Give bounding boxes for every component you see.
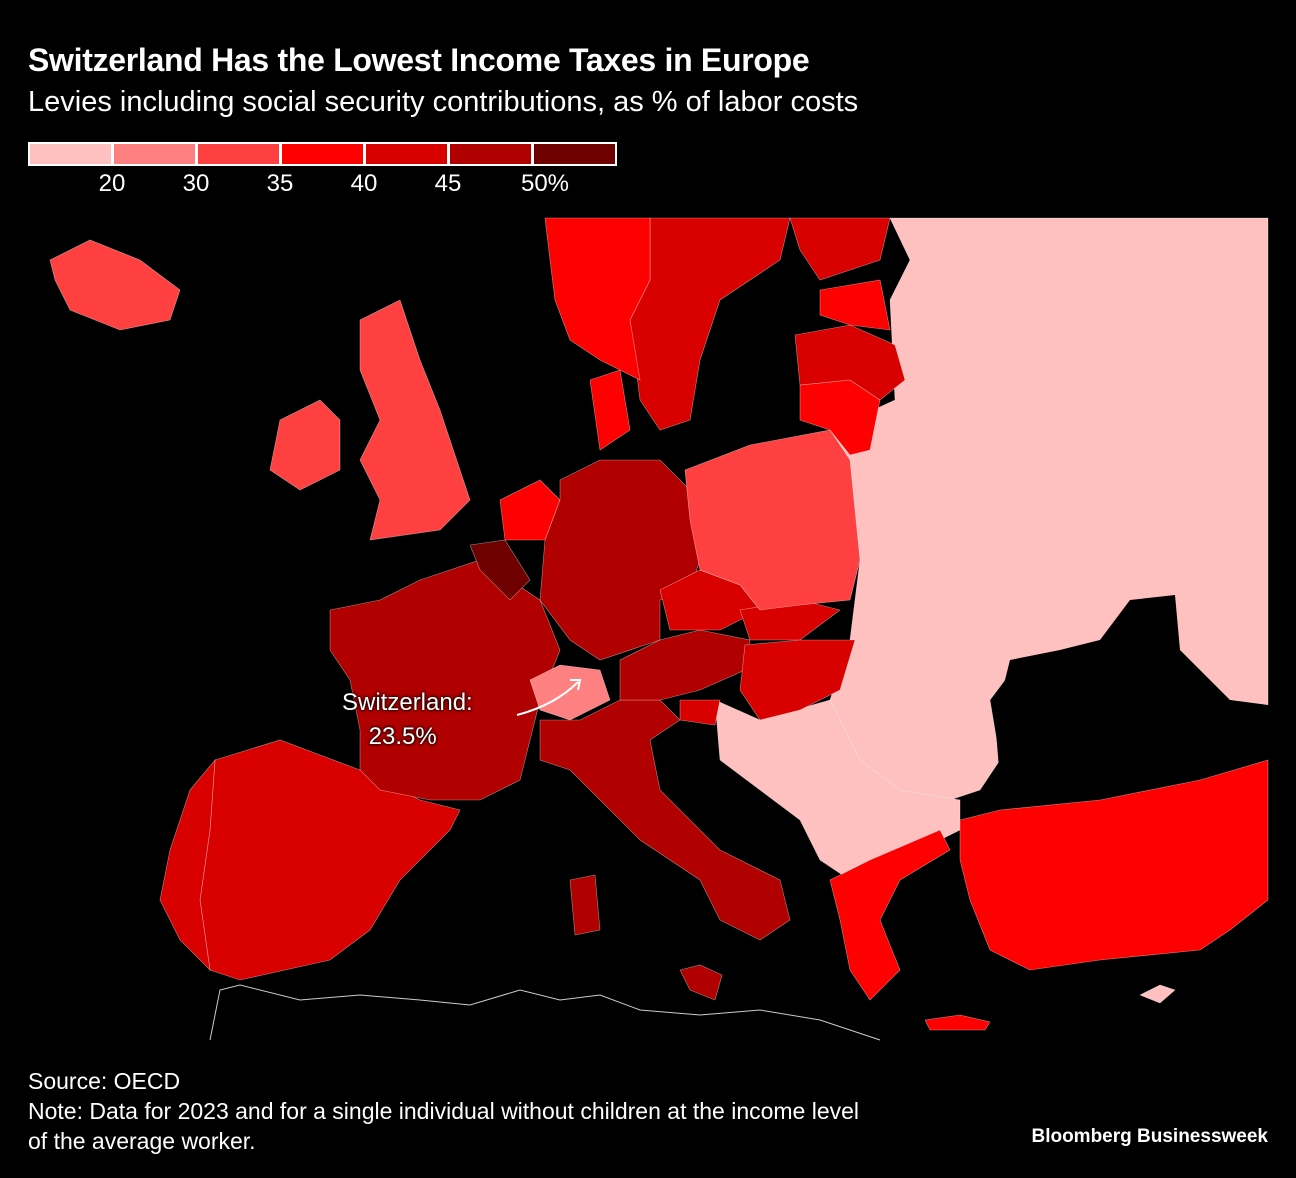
region-poland [684, 429, 861, 611]
region-belgium [469, 539, 531, 601]
legend-swatch [30, 144, 111, 164]
source-text: Source: OECD [28, 1068, 181, 1094]
bloomberg-logo: Bloomberg Businessweek [1031, 1126, 1268, 1147]
region-turkey [959, 759, 1269, 971]
region-finland [789, 217, 891, 281]
legend-label: 35 [266, 170, 294, 197]
region-estonia [819, 279, 891, 331]
region-switzerland [529, 664, 611, 721]
legend-label: 50% [520, 170, 570, 197]
region-sweden [629, 217, 791, 431]
chart-subtitle: Levies including social security contrib… [28, 86, 859, 118]
color-legend [28, 142, 617, 166]
legend-label: 30 [182, 170, 210, 197]
legend-label: 45 [434, 170, 462, 197]
region-slovenia [679, 699, 721, 726]
region-sicily [679, 964, 723, 1001]
legend-swatch [450, 144, 531, 164]
region-black-sea [995, 595, 1268, 810]
region-france [329, 559, 561, 801]
legend-label: 20 [98, 170, 126, 197]
legend-label: 40 [350, 170, 378, 197]
region-greece [829, 829, 951, 1001]
region-iceland [49, 239, 181, 331]
annotation-label: Switzerland: [342, 689, 473, 716]
pointer-arrowhead [570, 679, 582, 691]
region-hungary [739, 639, 856, 721]
annotation-value: 23.5% [368, 723, 437, 750]
region-crete [924, 1014, 991, 1031]
legend-swatch [198, 144, 279, 164]
north-africa-coast [209, 984, 881, 1041]
region-norway [544, 217, 651, 381]
region-portugal [159, 759, 216, 971]
note-text: Note: Data for 2023 and for a single ind… [28, 1098, 860, 1124]
note-text-continued: of the average worker. [28, 1128, 256, 1154]
region-germany [539, 459, 701, 661]
region-sardinia [569, 874, 601, 936]
switzerland-annotation: Switzerland: 23.5% [342, 686, 473, 754]
legend-swatch [534, 144, 615, 164]
region-cyprus [1139, 984, 1176, 1004]
legend-swatch [114, 144, 195, 164]
pointer-arrow [516, 681, 579, 716]
legend-swatch [282, 144, 363, 164]
legend-swatch [366, 144, 447, 164]
region-ireland [269, 399, 341, 491]
region-denmark [589, 369, 631, 451]
region-latvia [794, 324, 906, 401]
footer-notes: Source: OECD Note: Data for 2023 and for… [28, 1066, 859, 1156]
region-uk [359, 299, 471, 541]
chart-title: Switzerland Has the Lowest Income Taxes … [28, 42, 810, 78]
